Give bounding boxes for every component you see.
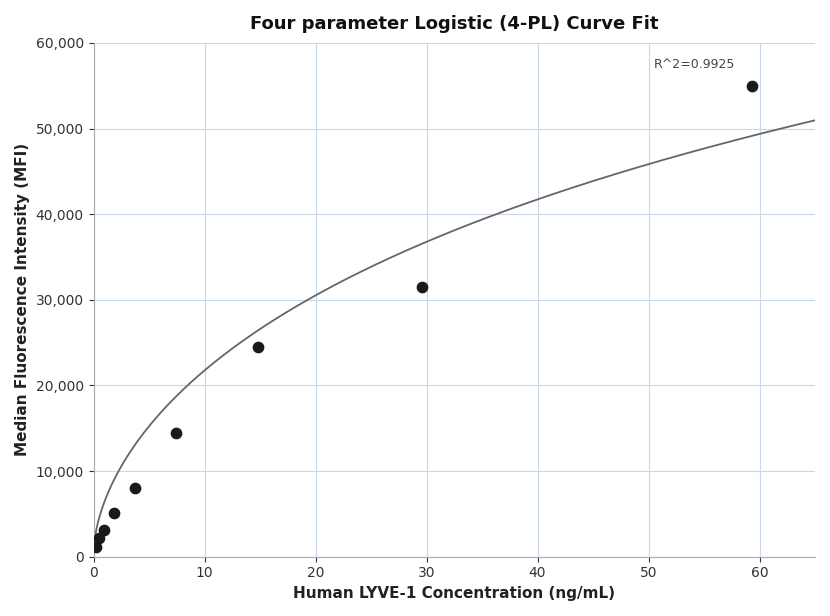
Point [92,533,105,543]
Point [251,342,265,352]
Point [745,81,759,91]
Point [107,508,120,518]
Point [416,282,429,292]
Point [90,542,103,552]
Point [128,484,141,493]
X-axis label: Human LYVE-1 Concentration (ng/mL): Human LYVE-1 Concentration (ng/mL) [293,586,615,601]
Point [169,428,183,437]
Point [97,525,110,535]
Title: Four parameter Logistic (4-PL) Curve Fit: Four parameter Logistic (4-PL) Curve Fit [250,15,658,33]
Text: R^2=0.9925: R^2=0.9925 [654,58,735,71]
Y-axis label: Median Fluorescence Intensity (MFI): Median Fluorescence Intensity (MFI) [15,144,30,456]
